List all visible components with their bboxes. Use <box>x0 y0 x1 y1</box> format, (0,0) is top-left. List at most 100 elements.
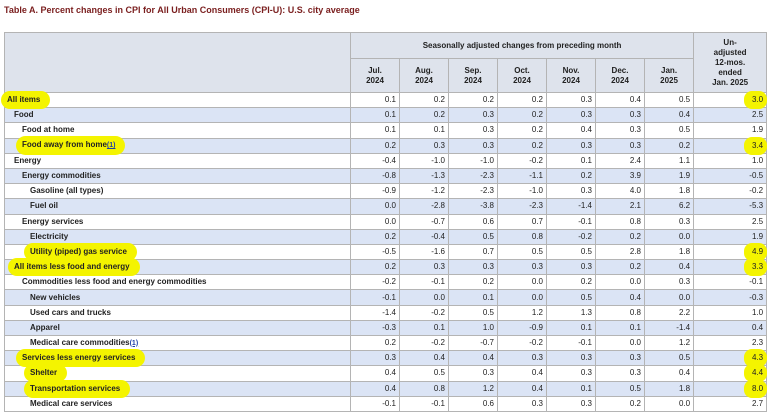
annual-change-cell: 2.5 <box>693 213 768 230</box>
row-label: Commodities less food and energy commodi… <box>4 274 351 291</box>
table-row: Apparel -0.3 0.1 1.0 -0.9 0.1 0.1 -1.4 0.4 <box>4 319 768 337</box>
monthly-change-cell: 2.2 <box>643 304 695 321</box>
monthly-change-cell: 0.5 <box>643 350 695 367</box>
monthly-change-cell: -3.8 <box>448 198 498 215</box>
header-annual-line: Jan. 2025 <box>712 77 749 87</box>
table-row: Medical care services -0.1 -0.1 0.6 0.3 0.3 0.… <box>4 395 768 412</box>
annual-change-cell: 3.4 <box>693 136 768 155</box>
monthly-change-cell: -0.1 <box>546 213 596 230</box>
monthly-change-cell: -1.2 <box>399 183 449 200</box>
annual-change-cell: 4.3 <box>693 349 768 368</box>
annual-change-cell: 3.0 <box>693 91 768 110</box>
monthly-change-cell: -0.2 <box>350 274 400 291</box>
annual-change-cell: 1.0 <box>693 304 768 321</box>
table-row: Commodities less food and energy commodi… <box>4 274 768 291</box>
footnote-link[interactable]: (1) <box>129 339 139 347</box>
monthly-change-cell: 0.5 <box>595 380 645 397</box>
month-label: Jan. <box>661 65 678 75</box>
annual-change-cell: -0.2 <box>693 183 768 200</box>
row-label: Apparel <box>4 319 351 337</box>
row-label-text: Electricity <box>30 231 69 241</box>
monthly-change-cell: 0.1 <box>399 319 449 337</box>
monthly-change-cell: 0.1 <box>350 107 400 124</box>
monthly-change-cell: -0.9 <box>350 183 400 200</box>
monthly-change-cell: -0.2 <box>497 152 547 169</box>
annual-change-cell: -0.3 <box>693 289 768 306</box>
row-label-text: Food <box>14 110 34 120</box>
header-annual: Un- adjusted 12-mos. ended Jan. 2025 <box>693 32 768 93</box>
monthly-change-cell: -0.2 <box>399 334 449 352</box>
monthly-change-cell: -2.3 <box>448 183 498 200</box>
monthly-change-cell: 1.2 <box>643 334 695 352</box>
annual-change-cell: 1.9 <box>693 122 768 139</box>
monthly-change-cell: 0.4 <box>595 289 645 306</box>
annual-change-highlight: 4.3 <box>743 349 768 368</box>
monthly-change-cell: 0.5 <box>643 122 695 139</box>
monthly-change-cell: 0.3 <box>399 259 449 276</box>
monthly-change-cell: 0.1 <box>546 380 596 397</box>
monthly-change-cell: 0.2 <box>399 91 449 109</box>
year-label: 2024 <box>562 75 580 85</box>
monthly-change-cell: 0.1 <box>595 319 645 337</box>
table-row: Transportation services 0.4 0.8 1.2 0.4 0.1 0.… <box>4 379 768 398</box>
monthly-change-cell: 4.0 <box>595 183 645 200</box>
monthly-change-cell: 2.4 <box>595 152 645 169</box>
monthly-change-cell: 0.2 <box>350 228 400 245</box>
monthly-change-cell: 0.8 <box>595 304 645 321</box>
monthly-change-cell: 0.3 <box>350 350 400 367</box>
row-label: Energy commodities <box>4 167 351 185</box>
monthly-change-cell: -1.6 <box>399 243 449 261</box>
table-row: Energy commodities -0.8 -1.3 -2.3 -1.1 0.2 3.9… <box>4 167 768 185</box>
monthly-change-cell: 0.1 <box>350 122 400 139</box>
header-corner <box>4 32 351 93</box>
table-row: Food 0.1 0.2 0.3 0.2 0.3 0.3 0.4 2.5 <box>4 107 768 124</box>
monthly-change-cell: -1.0 <box>399 152 449 169</box>
year-label: 2024 <box>415 75 433 85</box>
monthly-change-cell: 0.3 <box>546 183 596 200</box>
monthly-change-cell: 0.2 <box>448 91 498 109</box>
monthly-change-cell: 0.2 <box>546 274 596 291</box>
row-label-text: Food away from home(1) <box>15 136 126 156</box>
monthly-change-cell: 0.1 <box>546 319 596 337</box>
monthly-change-cell: 0.3 <box>643 213 695 230</box>
monthly-change-cell: 0.5 <box>448 304 498 321</box>
monthly-change-cell: -2.3 <box>497 198 547 215</box>
table-row: Energy services 0.0 -0.7 0.6 0.7 -0.1 0.8 0.3 2.… <box>4 213 768 230</box>
table-row: All items 0.1 0.2 0.2 0.2 0.3 0.4 0.5 3.0 <box>0 91 768 110</box>
monthly-change-cell: 0.2 <box>643 137 695 154</box>
table-body: All items 0.1 0.2 0.2 0.2 0.3 0.4 0.5 3.0 Food 0.1… <box>0 91 768 412</box>
cpi-table: Seasonally adjusted changes from precedi… <box>0 32 768 412</box>
table-row: New vehicles -0.1 0.0 0.1 0.0 0.5 0.4 0.0 -0.3 <box>4 289 768 306</box>
monthly-change-cell: 0.3 <box>448 259 498 276</box>
month-header: Nov. 2024 <box>546 58 596 93</box>
annual-change-highlight: 4.4 <box>743 364 768 383</box>
monthly-change-cell: 0.3 <box>643 274 695 291</box>
monthly-change-cell: 0.0 <box>350 198 400 215</box>
monthly-change-cell: -0.7 <box>399 213 449 230</box>
monthly-change-cell: -0.9 <box>497 319 547 337</box>
annual-change-cell: 2.7 <box>693 395 768 412</box>
annual-change-cell: 4.9 <box>693 242 768 261</box>
row-label: Shelter <box>4 364 351 383</box>
header-annual-line: Un- <box>723 37 737 47</box>
row-label-text: Medical care services <box>30 398 113 408</box>
monthly-change-cell: 0.5 <box>546 289 596 306</box>
table-row: Energy -0.4 -1.0 -1.0 -0.2 0.1 2.4 1.1 1.0 <box>4 152 768 169</box>
monthly-change-cell: 0.5 <box>448 228 498 245</box>
monthly-change-cell: -0.1 <box>350 395 400 412</box>
row-label: Electricity <box>4 228 351 245</box>
row-label-text: All items less food and energy <box>8 258 140 277</box>
annual-change-highlight: 4.9 <box>743 242 768 261</box>
monthly-change-cell: 0.3 <box>546 365 596 382</box>
annual-change-cell: 1.9 <box>693 228 768 245</box>
monthly-change-cell: 0.3 <box>595 350 645 367</box>
monthly-change-cell: -2.8 <box>399 198 449 215</box>
monthly-change-cell: 0.3 <box>546 107 596 124</box>
monthly-change-cell: 0.4 <box>643 365 695 382</box>
footnote-link[interactable]: (1) <box>106 142 116 150</box>
row-label-text: Services less energy services <box>15 349 146 368</box>
row-label: Services less energy services <box>4 349 351 368</box>
monthly-change-cell: -0.1 <box>350 289 400 306</box>
year-label: 2024 <box>611 75 629 85</box>
monthly-change-cell: 0.8 <box>399 380 449 397</box>
